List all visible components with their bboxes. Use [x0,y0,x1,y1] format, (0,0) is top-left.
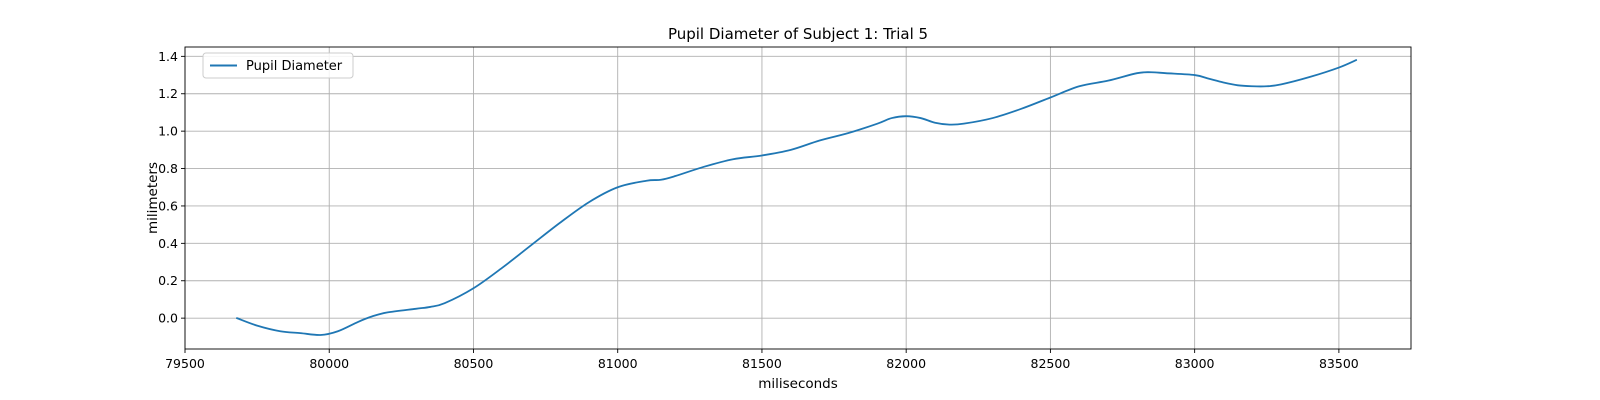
legend: Pupil Diameter [202,52,354,79]
x-tick-label: 83000 [1175,356,1215,371]
x-tick-label: 81000 [598,356,638,371]
ticks: 79500 80000 80500 81000 81500 82000 82500 83000… [158,49,1359,371]
legend-label-pupil-diameter: Pupil Diameter [246,59,343,74]
x-tick-label: 81500 [742,356,782,371]
y-tick-label: 0.0 [158,311,178,326]
x-axis-label: miliseconds [758,376,838,392]
series-line-pupil-diameter [236,59,1358,336]
y-tick-label: 0.8 [158,161,178,176]
x-tick-label: 82500 [1031,356,1071,371]
y-tick-label: 1.0 [158,124,178,139]
legend-box [202,52,354,79]
x-tick-label: 83500 [1319,356,1359,371]
y-tick-label: 0.4 [158,236,178,251]
grid [184,47,1411,349]
y-tick-label: 0.6 [158,198,178,213]
x-tick-label: 80500 [454,356,494,371]
plot-frame [184,46,1412,350]
y-tick-label: 1.4 [158,49,178,64]
series-layer [236,59,1358,336]
chart-title: Pupil Diameter of Subject 1: Trial 5 [668,25,928,43]
x-tick-label: 80000 [309,356,349,371]
y-tick-label: 0.2 [158,273,178,288]
y-axis-label: milimeters [145,162,161,234]
x-tick-label: 79500 [165,356,205,371]
x-tick-label: 82000 [886,356,926,371]
y-tick-label: 1.2 [158,86,178,101]
